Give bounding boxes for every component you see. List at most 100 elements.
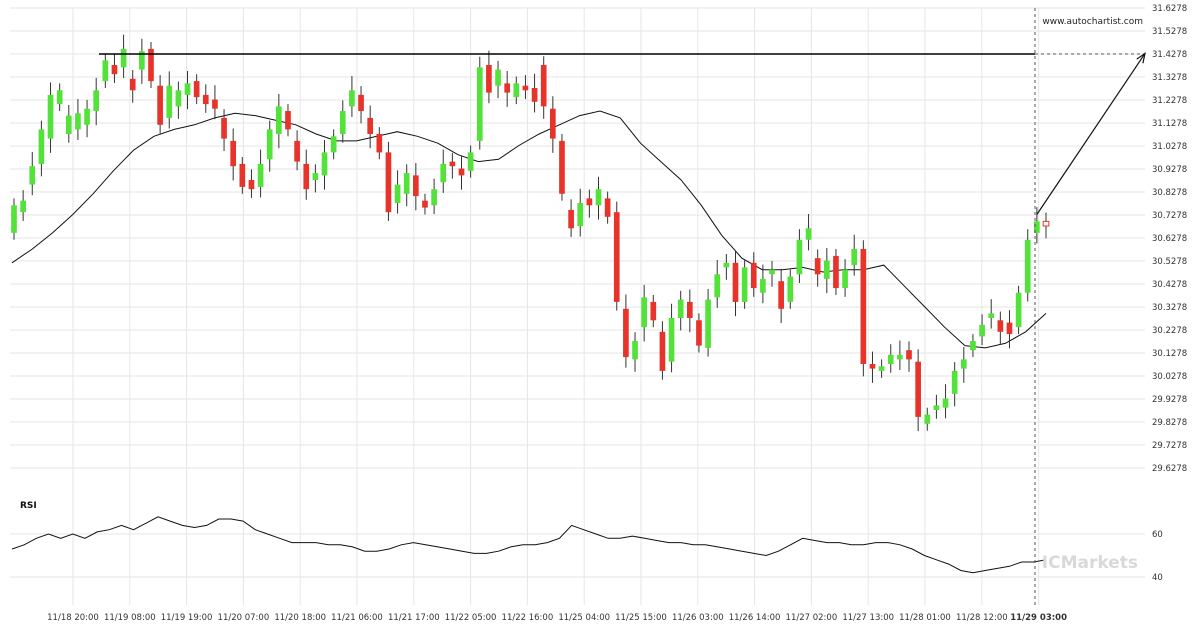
time-tick-label: 11/21 17:00 [388,613,440,623]
moving-average [11,110,1047,349]
candle-bear [111,64,118,75]
time-tick-label: 11/28 12:00 [956,613,1008,623]
candle-bull [312,173,319,180]
candle-bear [212,99,218,109]
time-tick-label: 11/25 04:00 [558,613,610,623]
time-tick-label: 11/18 20:00 [47,613,99,623]
candle-bull [321,152,328,176]
candle-bull [769,269,775,275]
candle-bull [823,260,830,279]
candle-bear [540,64,547,107]
watermark-text: www.autochartist.com [1042,17,1143,27]
candle-bull [440,163,447,183]
candle-bear [303,163,310,190]
broker-logo: ICMarkets [1042,553,1138,573]
price-tick-label: 29.7278 [1152,441,1187,451]
time-tick-label: 11/28 01:00 [899,613,951,623]
candle-bear [449,161,456,167]
candle-bear [486,64,492,93]
candle-bull [595,189,602,206]
projection-arrowhead [1136,52,1146,64]
candle-bull [988,313,995,318]
candle-bear [129,78,136,91]
candle-bull [330,136,337,153]
candle-bull [970,340,976,351]
candle-bull [878,366,885,371]
candle-bear [750,262,757,289]
candle-bull [93,90,100,111]
candle-bear [148,48,154,82]
candle-bear [869,363,876,369]
price-tick-label: 30.0278 [1152,372,1187,382]
rsi-panel [11,516,1047,574]
candle-bull [641,297,647,328]
candle-bear [367,117,374,134]
candle-bear [559,140,565,194]
candle-bear [221,117,227,139]
candle-bull [805,228,812,240]
candle-bull [951,370,958,394]
candle-bull [431,189,437,206]
candle-bear [385,152,392,213]
candle-bull [979,324,985,337]
price-tick-label: 30.3278 [1152,303,1187,313]
candle-bull [339,110,346,134]
price-tick-label: 30.9278 [1152,165,1187,175]
candle-bull [38,129,45,164]
time-tick-label: 11/27 13:00 [842,613,894,623]
candle-bull [796,239,803,275]
candle-bear [458,168,465,176]
time-tick-label: 11/29 03:00 [1010,613,1067,623]
candle-bear [202,94,209,105]
candle-bull [577,202,584,226]
candle-bear [504,83,510,93]
price-tick-label: 30.7278 [1152,211,1187,221]
candle-bull [184,83,191,95]
axes: 31.6278 31.5278 31.4278 31.3278 31.2278 31.12… [47,4,1187,623]
candle-bull [924,414,931,424]
price-tick-label: 31.3278 [1152,73,1187,83]
moving-average-line [11,110,1047,349]
price-tick-label: 30.4278 [1152,280,1187,290]
price-tick-label: 30.1278 [1152,349,1187,359]
candle-bear [413,175,419,197]
candle-bull [887,354,894,364]
candle-bear [659,331,666,371]
price-tick-label: 31.2278 [1152,96,1187,106]
time-tick-label: 11/22 16:00 [502,613,554,623]
candle-bear [732,262,739,302]
candle-bull [467,152,474,171]
candle-bear [623,308,629,358]
candle-bear [586,198,593,206]
candle-bear [193,81,200,98]
rsi-label: RSI [20,501,37,511]
candle-bull [120,48,127,68]
time-tick-label: 11/26 03:00 [672,613,724,623]
candle-bear [550,108,556,139]
candle-bear [376,133,383,153]
candle-bull [842,269,848,289]
candle-bear [157,85,163,125]
candle-bear [650,301,657,321]
rsi-tick-label: 60 [1152,530,1163,540]
candle-bear [248,179,255,190]
candle-bear [568,209,574,229]
price-tick-label: 30.8278 [1152,188,1187,198]
price-tick-label: 30.2278 [1152,326,1187,336]
candle-bull [257,163,264,187]
candle-bull [495,69,501,86]
candle-bull [403,173,410,194]
time-tick-label: 11/27 02:00 [786,613,838,623]
candle-bull [513,83,520,98]
candle-bull [75,113,81,130]
time-tick-label: 11/19 19:00 [161,613,213,623]
candle-bull [394,184,401,203]
candle-bull [677,299,684,318]
candle-bull [723,262,730,268]
rsi-line [11,516,1047,574]
candle-bear [522,85,529,91]
candle-bear [915,361,921,417]
price-tick-label: 31.5278 [1152,27,1187,37]
candle-bull [632,340,638,360]
